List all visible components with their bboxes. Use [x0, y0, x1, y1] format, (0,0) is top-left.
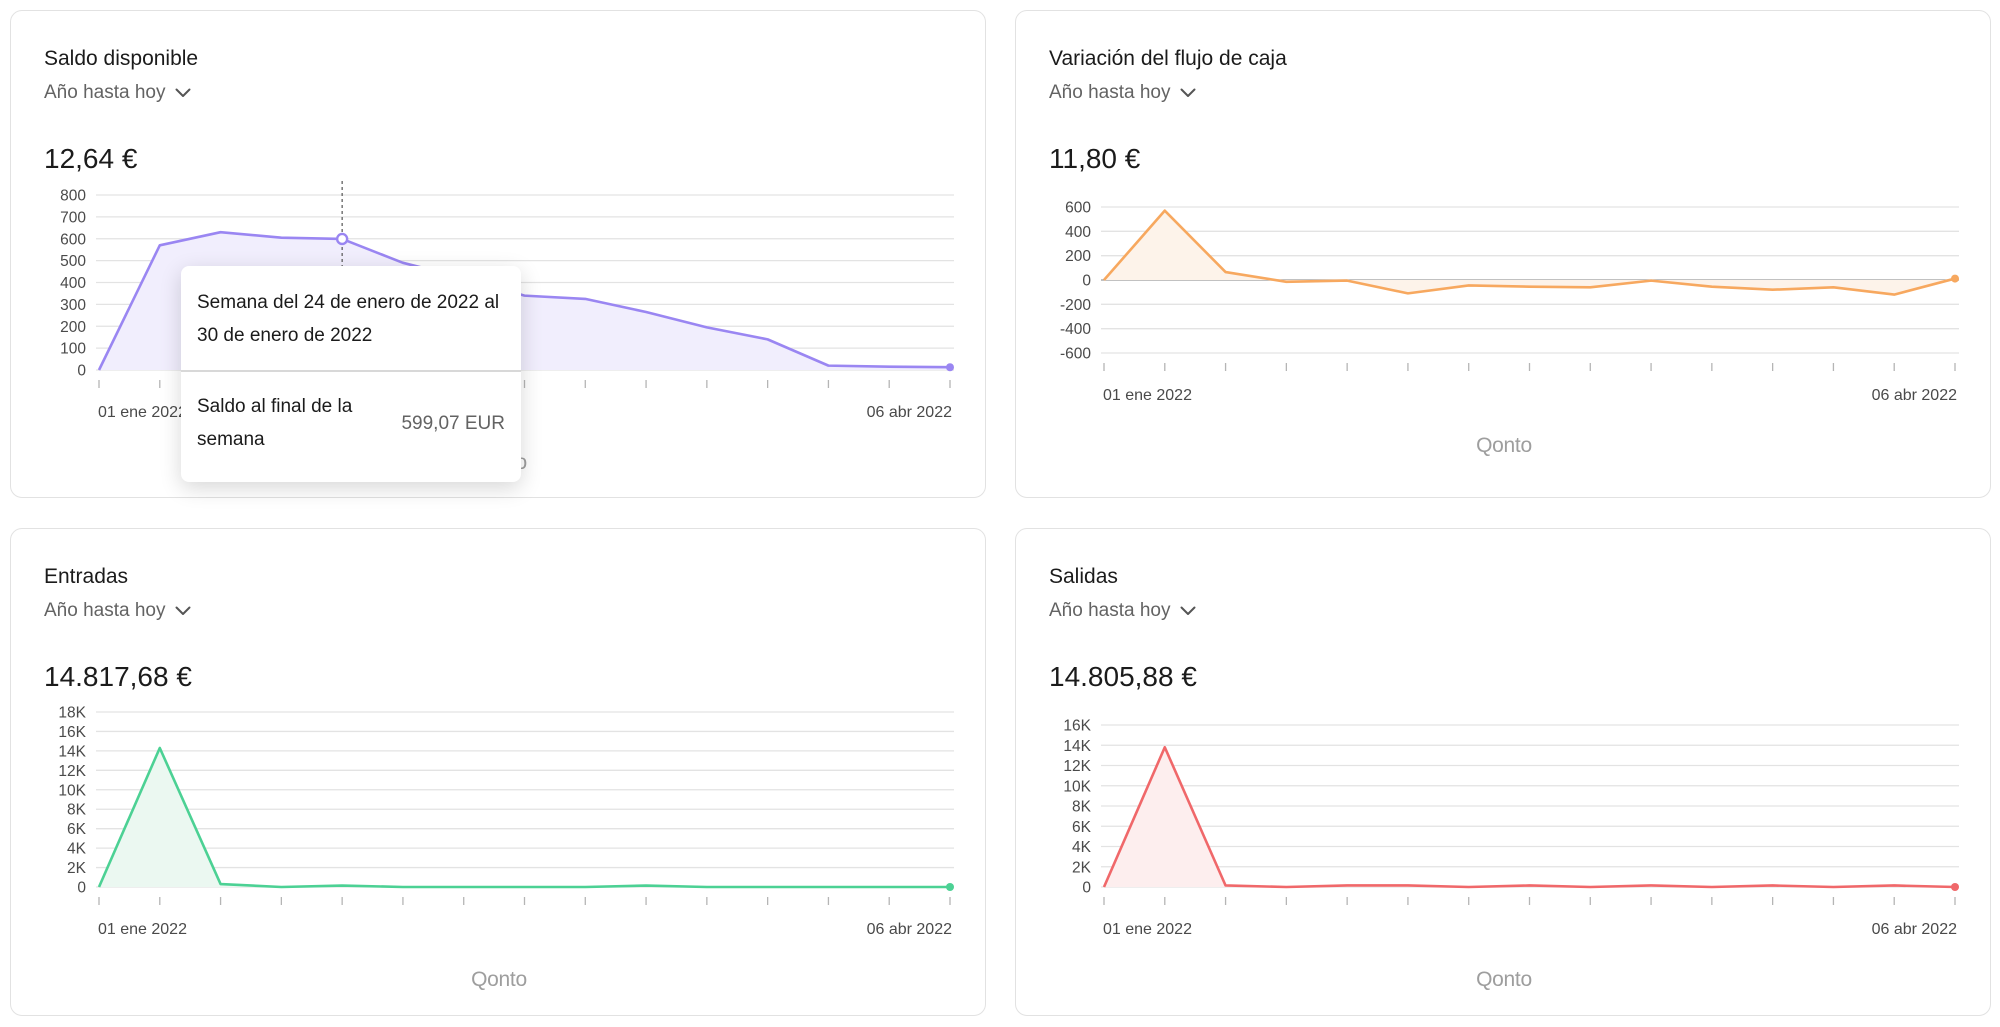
x-end-date: 06 abr 2022 [867, 404, 953, 421]
series-area [99, 747, 950, 887]
chart-variacion-flujo-caja: 600 400 200 0 -200 -400 -600 01 ene 2022 06 abr … [1060, 200, 1959, 457]
y-tick-label: 4K [1072, 839, 1092, 856]
series-line [1103, 209, 1956, 296]
card-salidas: 16K 14K 12K 10K 8K 6K 4K 2K 0 01 ene 2022 06 abr 2… [1015, 528, 1991, 1016]
series-end-point [946, 883, 954, 891]
series-area [1104, 747, 1955, 887]
y-tick-label: 300 [60, 297, 86, 314]
y-tick-label: 4K [67, 841, 87, 858]
y-tick-label: 2K [67, 860, 87, 877]
tooltip-label: Saldo al final de la semana [197, 396, 353, 450]
tooltip-value: 599,07 EUR [401, 412, 505, 434]
y-tick-label: 6K [1072, 819, 1092, 836]
chart-salidas: 16K 14K 12K 10K 8K 6K 4K 2K 0 01 ene 2022 06 abr 2… [1063, 718, 1959, 991]
income-amount: 14.817,68 € [44, 661, 192, 692]
y-tick-label: 0 [1082, 273, 1091, 290]
period-label: Año hasta hoy [44, 82, 166, 103]
x-end-date: 06 abr 2022 [1872, 387, 1958, 404]
series-line [97, 746, 950, 889]
qonto-watermark: Qonto [471, 968, 527, 991]
period-dropdown[interactable]: Año hasta hoy [44, 82, 191, 104]
y-tick-label: 10K [58, 782, 86, 799]
y-tick-label: 600 [60, 231, 86, 248]
series-line [1102, 745, 1956, 889]
y-tick-label: 0 [77, 363, 86, 380]
y-tick-label: 500 [60, 253, 86, 270]
card-title: Salidas [1049, 565, 1118, 588]
y-tick-label: 0 [1082, 880, 1091, 897]
series-end-point [1951, 883, 1959, 891]
tooltip-heading: Semana del 24 de enero de 2022 al 30 de … [181, 266, 521, 372]
y-tick-label: 700 [60, 209, 86, 226]
y-tick-label: 0 [77, 880, 86, 897]
y-tick-label: 8K [67, 802, 87, 819]
x-end-date: 06 abr 2022 [1872, 921, 1958, 938]
expenses-amount: 14.805,88 € [1049, 661, 1197, 692]
period-dropdown[interactable]: Año hasta hoy [44, 600, 191, 622]
chart-tooltip: Semana del 24 de enero de 2022 al 30 de … [181, 266, 521, 482]
y-tick-label: 100 [60, 341, 86, 358]
card-variacion-flujo-caja: 600 400 200 0 -200 -400 -600 01 ene 2022 06 abr … [1015, 10, 1991, 498]
y-tick-label: 200 [60, 319, 86, 336]
y-tick-label: 200 [1065, 248, 1091, 265]
card-title: Variación del flujo de caja [1049, 47, 1287, 70]
y-tick-label: -600 [1060, 346, 1091, 363]
period-label: Año hasta hoy [1049, 82, 1171, 103]
tooltip-row: Saldo al final de la semana 599,07 EUR [181, 372, 521, 474]
series-end-point [946, 363, 954, 372]
x-start-date: 01 ene 2022 [1103, 387, 1192, 404]
chevron-down-icon [175, 606, 191, 615]
period-label: Año hasta hoy [44, 600, 166, 621]
balance-amount: 12,64 € [44, 143, 138, 174]
card-saldo-disponible: 800 700 600 500 400 300 200 100 0 01 ene 2022 06 a… [10, 10, 986, 498]
y-tick-label: 18K [58, 705, 86, 722]
y-tick-label: 8K [1072, 799, 1092, 816]
period-dropdown[interactable]: Año hasta hoy [1049, 600, 1196, 622]
y-tick-label: 12K [1063, 758, 1091, 775]
card-title: Saldo disponible [44, 47, 199, 70]
y-tick-label: 800 [60, 188, 86, 205]
card-title: Entradas [44, 565, 129, 588]
qonto-watermark: Qonto [1476, 434, 1532, 457]
series-end-point [1951, 274, 1959, 283]
qonto-watermark: Qonto [1476, 968, 1532, 991]
series-line [97, 230, 951, 371]
y-tick-label: -400 [1060, 321, 1091, 338]
x-start-date: 01 ene 2022 [98, 921, 187, 938]
x-start-date: 01 ene 2022 [1103, 921, 1192, 938]
card-entradas: 18K 16K 14K 12K 10K 8K 6K 4K 2K 0 01 ene 2022 06 ab… [10, 528, 986, 1016]
x-start-date: 01 ene 2022 [98, 404, 187, 421]
chart-entradas: 18K 16K 14K 12K 10K 8K 6K 4K 2K 0 01 ene 2022 06 ab… [58, 705, 954, 991]
y-tick-label: 10K [1063, 778, 1091, 795]
y-tick-label: 6K [67, 821, 87, 838]
y-tick-label: 400 [60, 275, 86, 292]
period-label: Año hasta hoy [1049, 600, 1171, 621]
x-end-date: 06 abr 2022 [867, 921, 953, 938]
y-tick-label: 12K [58, 763, 86, 780]
chevron-down-icon [1180, 606, 1196, 615]
chevron-down-icon [175, 88, 191, 97]
y-tick-label: 14K [1063, 738, 1091, 755]
cashflow-amount: 11,80 € [1049, 143, 1141, 174]
y-tick-label: 16K [1063, 718, 1091, 735]
y-tick-label: 16K [58, 724, 86, 741]
chevron-down-icon [1180, 88, 1196, 97]
highlight-point [335, 232, 349, 246]
y-tick-label: 2K [1072, 859, 1092, 876]
y-tick-label: 400 [1065, 224, 1091, 241]
period-dropdown[interactable]: Año hasta hoy [1049, 82, 1196, 104]
y-tick-label: 600 [1065, 200, 1091, 217]
y-tick-label: 14K [58, 743, 86, 760]
series-area [1104, 210, 1955, 295]
y-tick-label: -200 [1060, 297, 1091, 314]
